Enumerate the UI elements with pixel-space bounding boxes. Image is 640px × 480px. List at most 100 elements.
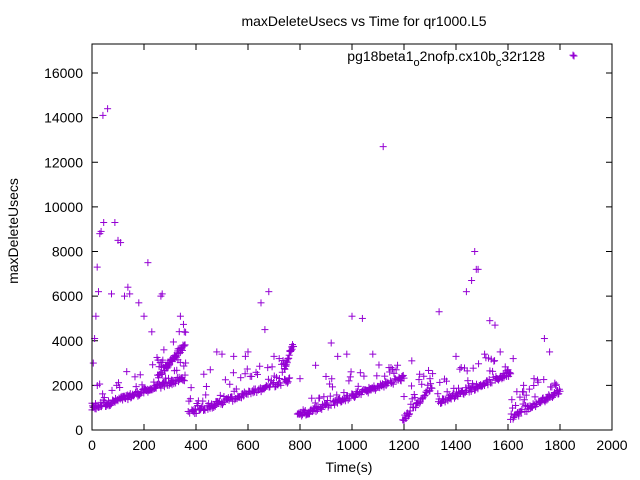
data-point — [92, 312, 100, 320]
data-point — [201, 406, 209, 414]
data-point — [121, 292, 128, 300]
data-point — [218, 350, 226, 358]
data-point — [425, 366, 433, 374]
y-tick-label: 14000 — [44, 110, 83, 126]
data-point — [150, 378, 158, 386]
data-point — [206, 366, 214, 374]
data-point — [540, 335, 548, 343]
data-point — [512, 401, 520, 409]
x-tick-label: 1400 — [440, 437, 471, 453]
data-point — [158, 290, 166, 298]
data-point — [427, 380, 435, 388]
data-point — [268, 363, 276, 371]
data-point — [496, 348, 504, 356]
data-point — [360, 372, 368, 380]
data-point — [517, 408, 525, 416]
data-point — [491, 321, 499, 329]
data-point — [418, 380, 426, 388]
data-point — [364, 389, 372, 397]
data-point — [181, 341, 189, 349]
y-tick-label: 4000 — [52, 333, 83, 349]
data-point — [89, 359, 97, 367]
data-point — [389, 365, 397, 373]
data-point — [265, 288, 273, 296]
data-point — [140, 312, 148, 320]
x-tick-label: 2000 — [596, 437, 627, 453]
data-point — [381, 372, 389, 380]
data-point — [164, 363, 172, 371]
data-point — [327, 401, 335, 409]
data-point — [132, 383, 140, 391]
data-point — [481, 350, 489, 358]
y-tick-label: 0 — [75, 422, 83, 438]
data-point — [462, 288, 470, 296]
data-point — [556, 387, 564, 395]
data-point — [405, 410, 413, 418]
data-point — [104, 105, 112, 113]
data-point — [540, 376, 548, 384]
data-point — [426, 375, 434, 383]
data-point — [400, 374, 408, 382]
data-point — [261, 326, 269, 334]
data-point — [176, 358, 184, 366]
data-point — [244, 390, 252, 398]
data-point — [344, 396, 352, 404]
data-point — [284, 378, 292, 386]
data-point — [99, 390, 107, 398]
data-point — [148, 328, 156, 336]
data-point — [99, 111, 107, 119]
data-point — [346, 394, 354, 402]
data-point — [390, 369, 398, 377]
data-point — [100, 394, 108, 402]
data-point — [405, 411, 413, 419]
data-point — [241, 370, 249, 378]
data-point — [181, 371, 189, 379]
data-point — [348, 312, 356, 320]
data-point — [202, 382, 210, 390]
data-point — [491, 357, 499, 365]
data-point — [180, 342, 188, 350]
data-point — [97, 227, 105, 235]
data-point — [192, 409, 200, 417]
axis-ticks: 0 200 400 600 800 1000 1200 1400 1600 1800 2000 0 20… — [44, 44, 628, 453]
chart-title: maxDeleteUsecs vs Time for qr1000.L5 — [241, 13, 486, 29]
data-point — [469, 364, 477, 372]
data-point — [108, 290, 115, 298]
data-point — [525, 385, 533, 393]
x-axis-label: Time(s) — [326, 459, 373, 475]
data-point — [179, 320, 187, 328]
y-axis-label: maxDeleteUsecs — [5, 178, 21, 284]
y-tick-label: 12000 — [44, 154, 83, 170]
data-point — [275, 355, 283, 363]
data-point — [408, 382, 416, 390]
data-point — [460, 390, 468, 398]
data-point — [311, 399, 319, 407]
data-point — [175, 350, 183, 358]
data-point — [463, 367, 471, 375]
data-point — [320, 393, 328, 401]
data-point — [447, 395, 455, 403]
data-point — [149, 361, 157, 369]
x-tick-label: 0 — [88, 437, 96, 453]
data-point — [180, 377, 188, 385]
data-point — [241, 352, 249, 360]
data-point — [490, 357, 498, 365]
data-point — [108, 386, 116, 394]
data-point — [569, 51, 577, 59]
data-point — [468, 277, 476, 285]
data-point — [187, 384, 195, 392]
data-point — [262, 382, 270, 390]
data-point — [396, 376, 404, 384]
data-point — [172, 353, 180, 361]
data-point — [420, 372, 428, 380]
data-point — [509, 415, 517, 423]
data-point — [283, 379, 291, 387]
data-point — [435, 308, 443, 316]
data-point — [298, 412, 306, 420]
data-point — [350, 393, 358, 401]
data-point — [452, 352, 460, 360]
data-point — [358, 314, 366, 322]
data-point — [389, 380, 397, 388]
data-point — [114, 379, 122, 387]
